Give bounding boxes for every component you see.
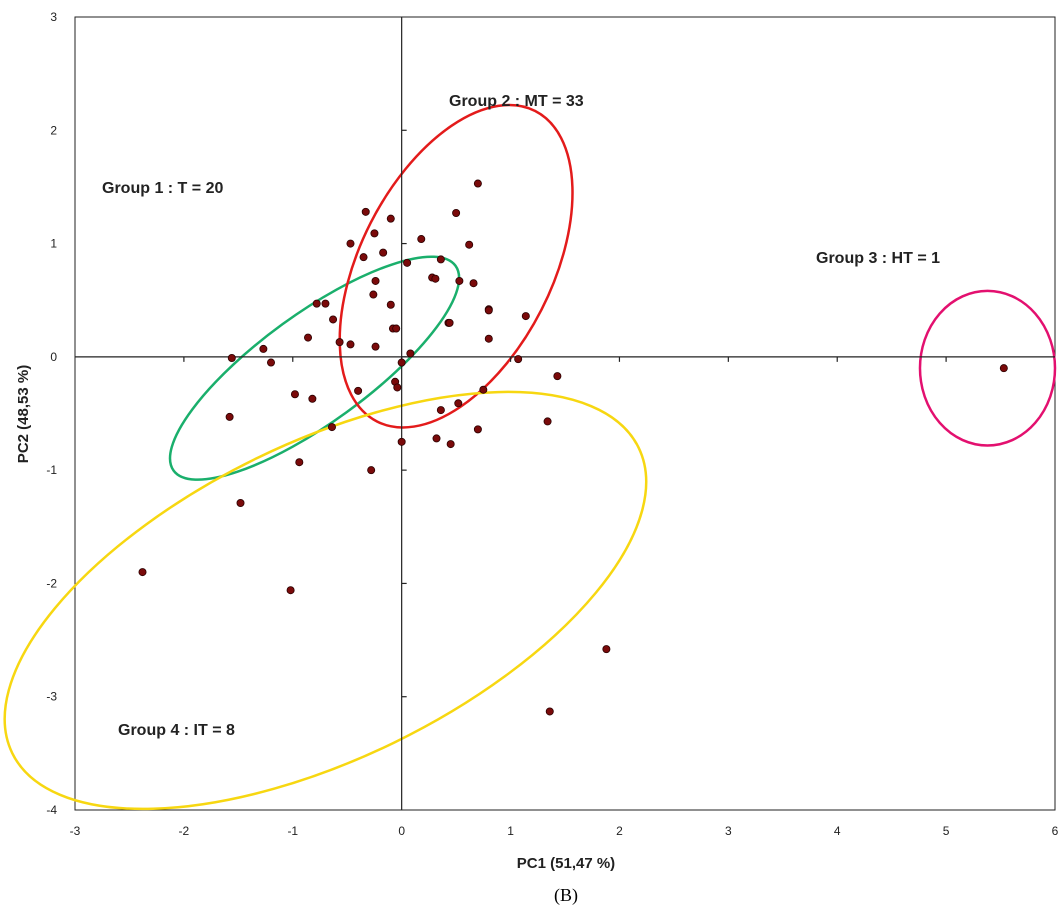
data-point bbox=[393, 383, 402, 392]
data-point bbox=[359, 253, 368, 262]
x-tick-label: 2 bbox=[616, 824, 623, 838]
data-point bbox=[308, 394, 317, 403]
x-tick-label: -3 bbox=[70, 824, 81, 838]
data-point bbox=[361, 207, 370, 216]
data-point bbox=[321, 299, 330, 308]
data-point bbox=[379, 248, 388, 257]
data-point bbox=[417, 235, 426, 244]
data-point bbox=[225, 412, 234, 421]
data-point bbox=[432, 434, 441, 443]
y-tick-label: -2 bbox=[46, 576, 57, 590]
data-point bbox=[455, 276, 464, 285]
group-3-ellipse bbox=[918, 289, 1057, 447]
group-2-label: Group 2 : MT = 33 bbox=[449, 93, 584, 110]
data-point bbox=[286, 586, 295, 595]
data-point bbox=[431, 274, 440, 283]
x-tick-label: 1 bbox=[507, 824, 514, 838]
data-point bbox=[367, 466, 376, 475]
group-1-label: Group 1 : T = 20 bbox=[102, 180, 223, 197]
y-tick-label: 2 bbox=[50, 123, 57, 137]
data-point bbox=[514, 355, 523, 364]
data-point bbox=[295, 458, 304, 467]
data-point bbox=[999, 364, 1008, 373]
data-point bbox=[479, 385, 488, 394]
data-point bbox=[227, 353, 236, 362]
x-tick-label: 3 bbox=[725, 824, 732, 838]
data-point bbox=[312, 299, 321, 308]
y-axis-title: PC2 (48,53 %) bbox=[15, 365, 32, 463]
group-2-ellipse bbox=[338, 103, 574, 429]
group-3-label: Group 3 : HT = 1 bbox=[816, 250, 940, 267]
group-1-ellipse bbox=[168, 255, 461, 481]
y-tick-label: 3 bbox=[50, 10, 57, 24]
y-tick-label: 0 bbox=[50, 350, 57, 364]
data-point bbox=[473, 425, 482, 434]
x-tick-label: 0 bbox=[398, 824, 405, 838]
data-point bbox=[484, 334, 493, 343]
data-point bbox=[469, 279, 478, 288]
data-point bbox=[371, 342, 380, 351]
data-point bbox=[327, 423, 336, 432]
data-point bbox=[602, 645, 611, 654]
x-tick-label: 5 bbox=[943, 824, 950, 838]
data-point bbox=[445, 318, 454, 327]
plot-frame bbox=[74, 16, 1056, 811]
data-point bbox=[392, 324, 401, 333]
data-point bbox=[335, 338, 344, 347]
x-tick-label: -1 bbox=[287, 824, 298, 838]
y-tick-label: 1 bbox=[50, 237, 57, 251]
data-point bbox=[266, 358, 275, 367]
data-point bbox=[553, 372, 562, 381]
data-point bbox=[403, 258, 412, 267]
data-point bbox=[543, 417, 552, 426]
data-point bbox=[329, 315, 338, 324]
data-point bbox=[370, 229, 379, 238]
data-point bbox=[484, 306, 493, 315]
group-4-label: Group 4 : IT = 8 bbox=[118, 722, 235, 739]
data-point bbox=[397, 437, 406, 446]
data-point bbox=[290, 390, 299, 399]
data-point bbox=[521, 312, 530, 321]
data-point bbox=[259, 344, 268, 353]
figure-caption: (B) bbox=[554, 885, 578, 906]
data-point bbox=[304, 333, 313, 342]
data-point bbox=[436, 406, 445, 415]
x-axis-title: PC1 (51,47 %) bbox=[517, 855, 615, 872]
data-point bbox=[446, 440, 455, 449]
data-point bbox=[371, 276, 380, 285]
data-point bbox=[386, 214, 395, 223]
y-tick-label: -4 bbox=[46, 803, 57, 817]
data-point bbox=[473, 179, 482, 188]
data-point bbox=[354, 386, 363, 395]
data-point bbox=[436, 255, 445, 264]
data-point bbox=[369, 290, 378, 299]
x-tick-label: 4 bbox=[834, 824, 841, 838]
data-point bbox=[346, 239, 355, 248]
data-point bbox=[386, 300, 395, 309]
x-tick-label: 6 bbox=[1052, 824, 1059, 838]
data-point bbox=[545, 707, 554, 716]
y-tick-label: -1 bbox=[46, 463, 57, 477]
data-point bbox=[454, 399, 463, 408]
y-tick-label: -3 bbox=[46, 690, 57, 704]
data-point bbox=[138, 568, 147, 577]
x-tick-label: -2 bbox=[179, 824, 190, 838]
data-point bbox=[397, 358, 406, 367]
data-point bbox=[465, 240, 474, 249]
group-4-ellipse bbox=[3, 390, 648, 811]
data-point bbox=[346, 340, 355, 349]
data-point bbox=[236, 498, 245, 507]
data-point bbox=[452, 208, 461, 217]
data-point bbox=[406, 349, 415, 358]
